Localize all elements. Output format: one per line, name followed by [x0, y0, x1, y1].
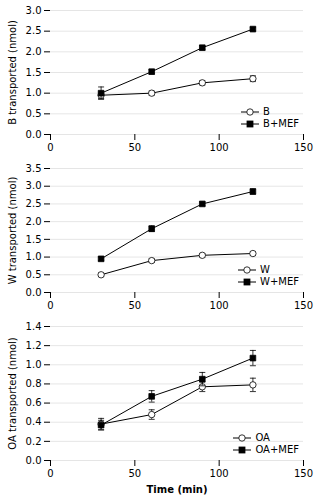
html-text:W+MEF: W+MEF [260, 276, 299, 287]
svg-text:3.0: 3.0 [26, 180, 42, 191]
svg-text:1.4: 1.4 [26, 321, 42, 332]
svg-text:0.0: 0.0 [26, 129, 42, 140]
svg-text:W transported (nmol): W transported (nmol) [7, 177, 18, 285]
svg-text:0.0: 0.0 [26, 455, 42, 466]
html-text:B: B [263, 106, 270, 117]
svg-text:150: 150 [294, 300, 313, 311]
svg-text:0: 0 [47, 142, 53, 153]
svg-text:1.5: 1.5 [26, 234, 42, 245]
svg-text:1.0: 1.0 [26, 251, 42, 262]
svg-text:0.5: 0.5 [26, 108, 42, 119]
html-text:B+MEF: B+MEF [263, 118, 299, 129]
svg-text:100: 100 [210, 468, 229, 479]
svg-text:0.5: 0.5 [26, 269, 42, 280]
svg-text:1.0: 1.0 [26, 87, 42, 98]
html-text:W: W [260, 264, 270, 275]
svg-text:50: 50 [128, 468, 141, 479]
svg-text:0: 0 [47, 300, 53, 311]
svg-text:0.8: 0.8 [26, 378, 42, 389]
svg-text:1.2: 1.2 [26, 340, 42, 351]
svg-text:0: 0 [47, 468, 53, 479]
svg-text:2.5: 2.5 [26, 25, 42, 36]
svg-text:0.0: 0.0 [26, 287, 42, 298]
svg-text:0.4: 0.4 [26, 416, 42, 427]
svg-text:3.5: 3.5 [26, 163, 42, 174]
svg-text:OA transported (nmol): OA transported (nmol) [7, 337, 18, 449]
svg-text:3.0: 3.0 [26, 5, 42, 16]
svg-text:1.0: 1.0 [26, 359, 42, 370]
svg-text:2.5: 2.5 [26, 198, 42, 209]
svg-text:150: 150 [294, 142, 313, 153]
svg-text:B transported (nmol): B transported (nmol) [7, 20, 18, 125]
html-text:OA: OA [255, 432, 270, 443]
svg-text:0.2: 0.2 [26, 436, 42, 447]
svg-text:50: 50 [128, 142, 141, 153]
html-text:OA+MEF: OA+MEF [255, 444, 299, 455]
svg-text:Time (min): Time (min) [146, 484, 207, 495]
svg-text:1.5: 1.5 [26, 67, 42, 78]
svg-text:2.0: 2.0 [26, 46, 42, 57]
svg-text:50: 50 [128, 300, 141, 311]
svg-text:0.6: 0.6 [26, 397, 42, 408]
svg-text:100: 100 [210, 300, 229, 311]
svg-text:2.0: 2.0 [26, 216, 42, 227]
svg-text:100: 100 [210, 142, 229, 153]
svg-text:150: 150 [294, 468, 313, 479]
